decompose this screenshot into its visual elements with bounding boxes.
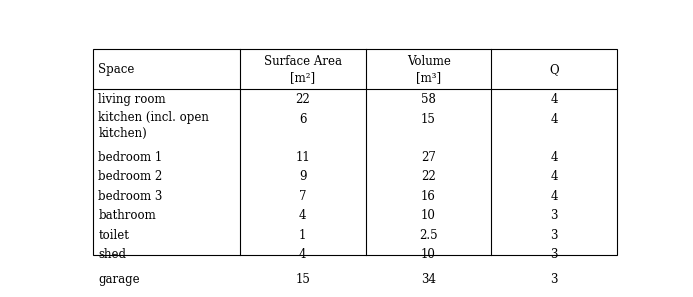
Text: 11: 11 xyxy=(295,151,310,164)
Text: 6: 6 xyxy=(299,113,306,126)
Text: 4: 4 xyxy=(299,209,306,222)
Text: Surface Area
[m²]: Surface Area [m²] xyxy=(264,55,342,84)
Text: bathroom: bathroom xyxy=(98,209,156,222)
Text: bedroom 1: bedroom 1 xyxy=(98,151,163,164)
Text: 3: 3 xyxy=(551,229,558,242)
Text: 15: 15 xyxy=(295,273,310,286)
Text: 22: 22 xyxy=(295,93,310,106)
Text: Volume
[m³]: Volume [m³] xyxy=(407,55,450,84)
Text: garage: garage xyxy=(98,273,140,286)
Text: 27: 27 xyxy=(421,151,436,164)
Text: 4: 4 xyxy=(551,113,558,126)
Text: 4: 4 xyxy=(551,151,558,164)
Text: 7: 7 xyxy=(299,190,306,203)
Text: 34: 34 xyxy=(421,273,436,286)
Text: 15: 15 xyxy=(421,113,436,126)
Text: 3: 3 xyxy=(551,248,558,261)
Text: 9: 9 xyxy=(299,170,306,183)
Text: 2.5: 2.5 xyxy=(419,229,438,242)
Text: 16: 16 xyxy=(421,190,436,203)
Text: Space: Space xyxy=(98,63,135,76)
Text: Q: Q xyxy=(550,63,559,76)
Text: living room: living room xyxy=(98,93,166,106)
Text: bedroom 3: bedroom 3 xyxy=(98,190,163,203)
Text: 1: 1 xyxy=(299,229,306,242)
Text: 3: 3 xyxy=(551,273,558,286)
Text: kitchen (incl. open
kitchen): kitchen (incl. open kitchen) xyxy=(98,111,209,140)
Text: 4: 4 xyxy=(551,93,558,106)
Bar xyxy=(93,49,617,255)
Text: 22: 22 xyxy=(421,170,436,183)
Text: bedroom 2: bedroom 2 xyxy=(98,170,163,183)
Text: toilet: toilet xyxy=(98,229,130,242)
Text: 4: 4 xyxy=(551,190,558,203)
Text: 58: 58 xyxy=(421,93,436,106)
Text: 10: 10 xyxy=(421,248,436,261)
Text: 10: 10 xyxy=(421,209,436,222)
Text: shed: shed xyxy=(98,248,126,261)
Text: 4: 4 xyxy=(551,170,558,183)
Text: 3: 3 xyxy=(551,209,558,222)
Text: 4: 4 xyxy=(299,248,306,261)
